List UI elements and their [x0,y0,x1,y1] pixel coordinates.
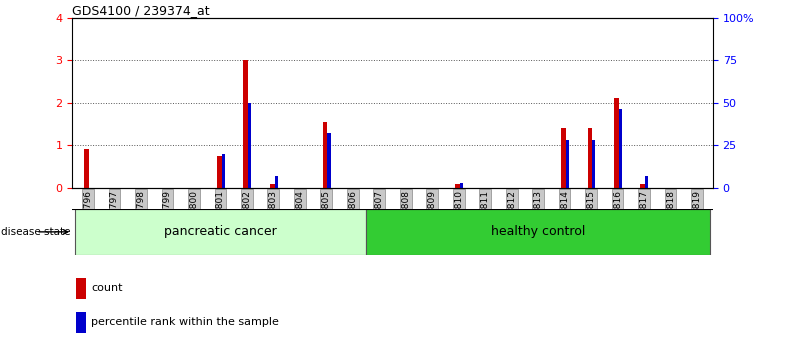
Bar [217,156,222,188]
Bar [460,183,463,188]
Bar [74,209,366,255]
Bar [328,133,331,188]
Bar [641,184,646,188]
Bar [270,184,275,188]
Bar [244,60,248,188]
Text: GDS4100 / 239374_at: GDS4100 / 239374_at [72,4,210,17]
Bar [76,312,87,333]
Bar [222,154,225,188]
Text: healthy control: healthy control [491,225,586,238]
Bar [587,128,592,188]
Text: count: count [91,283,123,293]
Bar [366,209,710,255]
Bar [323,122,328,188]
Text: pancreatic cancer: pancreatic cancer [164,225,277,238]
Bar [592,140,595,188]
Text: disease state: disease state [2,227,71,237]
Bar [618,109,622,188]
Bar [76,278,87,299]
Bar [566,140,569,188]
Bar [275,176,278,188]
Bar [561,128,566,188]
Bar [614,98,618,188]
Bar [455,184,460,188]
Text: percentile rank within the sample: percentile rank within the sample [91,317,280,327]
Bar [248,103,252,188]
Bar [646,176,649,188]
Bar [84,149,89,188]
